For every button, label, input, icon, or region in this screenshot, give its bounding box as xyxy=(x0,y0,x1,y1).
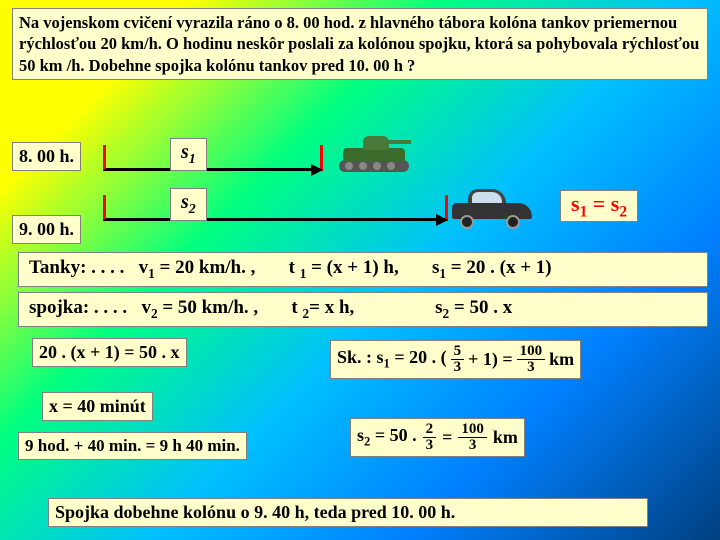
s2c-pre: s xyxy=(357,425,364,445)
spojka-t: t xyxy=(291,297,302,318)
equation-s1-eq-s2: s1 = s2 xyxy=(560,190,638,222)
x-result: x = 40 minút xyxy=(42,392,153,421)
check-s1: Sk. : s1 = 20 . ( 53 + 1) = 1003 km xyxy=(330,340,581,379)
tanky-v: v xyxy=(139,257,149,278)
fraction-100-3-a: 1003 xyxy=(517,344,546,375)
final-answer: Spojka dobehne kolónu o 9. 40 h, teda pr… xyxy=(48,498,648,527)
s2c-post: km xyxy=(493,427,518,448)
eq-mid: = s xyxy=(593,191,620,216)
fraction-2-3: 23 xyxy=(423,422,437,453)
track-s2 xyxy=(103,195,448,221)
track-s1 xyxy=(103,145,323,171)
spojka-v-eq: = 50 km/h. , xyxy=(158,297,259,318)
s2-label: s2 xyxy=(170,188,207,221)
tanky-s-eq: = 20 . (x + 1) xyxy=(446,257,552,278)
sk-pre: Sk. : s xyxy=(337,347,384,367)
row-spojka: spojka: . . . . v2 = 50 km/h. , t 2= x h… xyxy=(18,292,708,327)
tanky-t-eq: = (x + 1) h, xyxy=(306,257,398,278)
time-label-2: 9. 00 h. xyxy=(12,215,81,244)
s1-label: s1 xyxy=(170,138,207,171)
s2-sub: 2 xyxy=(189,202,196,217)
car-icon xyxy=(450,185,535,230)
s2c-mid: = 50 . xyxy=(370,425,416,445)
equation-solve: 20 . (x + 1) = 50 . x xyxy=(32,338,187,367)
time-result: 9 hod. + 40 min. = 9 h 40 min. xyxy=(18,432,247,460)
tanky-v-eq: = 20 km/h. , xyxy=(155,257,256,278)
tanky-label: Tanky: . . . . xyxy=(29,257,124,278)
spojka-v: v xyxy=(141,297,151,318)
s1-sub: 1 xyxy=(189,152,196,167)
tanky-t: t xyxy=(289,257,300,278)
s2-var: s xyxy=(181,191,189,213)
tank-icon xyxy=(335,130,413,172)
problem-statement: Na vojenskom cvičení vyrazila ráno o 8. … xyxy=(12,8,708,80)
s2c-mid2: = xyxy=(442,427,452,448)
spojka-t-eq: = x h, xyxy=(309,297,354,318)
fraction-5-3: 53 xyxy=(451,344,465,375)
row-tanks: Tanky: . . . . v1 = 20 km/h. , t 1 = (x … xyxy=(18,252,708,287)
check-s2: s2 = 50 . 23 = 1003 km xyxy=(350,418,525,457)
sk-mid2: + 1) = xyxy=(468,349,513,370)
time-label-1: 8. 00 h. xyxy=(12,142,81,171)
eq-s1: s xyxy=(571,191,580,216)
sk-mid: = 20 . ( xyxy=(390,347,447,367)
s1-var: s xyxy=(181,141,189,163)
spojka-label: spojka: . . . . xyxy=(29,297,127,318)
sk-post: km xyxy=(549,349,574,370)
fraction-100-3-b: 1003 xyxy=(458,422,487,453)
spojka-s-eq: = 50 . x xyxy=(449,297,512,318)
